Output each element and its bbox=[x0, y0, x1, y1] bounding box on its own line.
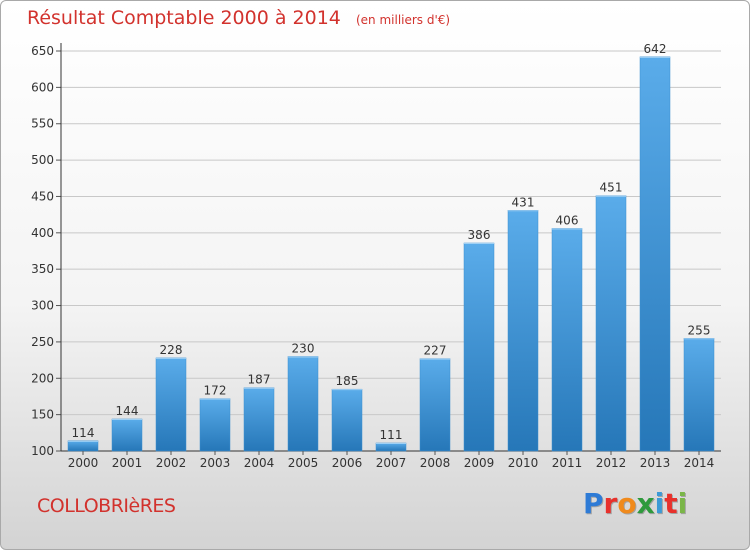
bar bbox=[331, 388, 363, 452]
data-label: 451 bbox=[600, 181, 623, 195]
logo-letter: P bbox=[583, 487, 604, 520]
bar bbox=[199, 398, 231, 452]
x-tick-label: 2014 bbox=[684, 456, 715, 470]
bar bbox=[463, 242, 495, 452]
town-name: COLLOBRIèRES bbox=[37, 495, 176, 517]
data-label: 111 bbox=[380, 428, 403, 442]
bar bbox=[155, 357, 187, 452]
x-tick-label: 2008 bbox=[420, 456, 451, 470]
x-tick-label: 2013 bbox=[640, 456, 671, 470]
x-tick-label: 2000 bbox=[68, 456, 99, 470]
data-label: 227 bbox=[424, 344, 447, 358]
y-tick-label: 350 bbox=[31, 262, 54, 276]
x-tick-label: 2010 bbox=[508, 456, 539, 470]
y-tick-label: 400 bbox=[31, 226, 54, 240]
y-tick-label: 200 bbox=[31, 371, 54, 385]
data-label: 230 bbox=[292, 341, 315, 355]
bar bbox=[67, 440, 99, 452]
proxiti-logo: Proxiti bbox=[583, 487, 687, 520]
y-tick-label: 150 bbox=[31, 408, 54, 422]
x-tick-label: 2005 bbox=[288, 456, 319, 470]
unit-note: (en milliers d'€) bbox=[355, 13, 451, 27]
y-tick-label: 650 bbox=[31, 44, 54, 58]
y-tick-label: 550 bbox=[31, 117, 54, 131]
logo-letter: t bbox=[664, 487, 678, 520]
logo-letter: o bbox=[617, 487, 637, 520]
data-label: 386 bbox=[468, 228, 491, 242]
data-label: 406 bbox=[556, 213, 579, 227]
data-label: 172 bbox=[204, 384, 227, 398]
x-tick-label: 2001 bbox=[112, 456, 143, 470]
x-tick-label: 2006 bbox=[332, 456, 363, 470]
bar bbox=[595, 195, 627, 452]
y-tick-label: 450 bbox=[31, 189, 54, 203]
x-tick-label: 2009 bbox=[464, 456, 495, 470]
logo-letter: i bbox=[677, 487, 688, 520]
y-tick-label: 500 bbox=[31, 153, 54, 167]
bar bbox=[639, 56, 671, 452]
bar bbox=[419, 358, 451, 452]
data-label: 255 bbox=[688, 323, 711, 337]
data-label: 431 bbox=[512, 195, 535, 209]
bar bbox=[243, 387, 275, 452]
bar bbox=[111, 418, 143, 452]
bar bbox=[287, 356, 319, 452]
y-tick-label: 100 bbox=[31, 444, 54, 458]
data-label: 187 bbox=[248, 373, 271, 387]
logo-letter: r bbox=[603, 487, 618, 520]
data-label: 144 bbox=[116, 404, 139, 418]
data-label: 185 bbox=[336, 374, 359, 388]
x-tick-label: 2011 bbox=[552, 456, 583, 470]
y-tick-label: 300 bbox=[31, 299, 54, 313]
y-tick-label: 250 bbox=[31, 335, 54, 349]
bar bbox=[551, 228, 583, 452]
x-tick-label: 2003 bbox=[200, 456, 231, 470]
bar bbox=[375, 442, 407, 452]
data-label: 642 bbox=[644, 42, 667, 56]
data-label: 228 bbox=[160, 343, 183, 357]
x-tick-label: 2007 bbox=[376, 456, 407, 470]
logo-letter: x bbox=[636, 487, 655, 520]
bar bbox=[507, 210, 539, 452]
data-label: 114 bbox=[72, 426, 95, 440]
x-tick-label: 2012 bbox=[596, 456, 627, 470]
y-tick-label: 600 bbox=[31, 80, 54, 94]
logo-letter: i bbox=[654, 487, 665, 520]
bar bbox=[683, 338, 715, 452]
x-tick-label: 2004 bbox=[244, 456, 275, 470]
chart-title: Résultat Comptable 2000 à 2014 (en milli… bbox=[27, 7, 450, 29]
title-text: Résultat Comptable 2000 à 2014 bbox=[27, 7, 341, 29]
x-tick-label: 2002 bbox=[156, 456, 187, 470]
